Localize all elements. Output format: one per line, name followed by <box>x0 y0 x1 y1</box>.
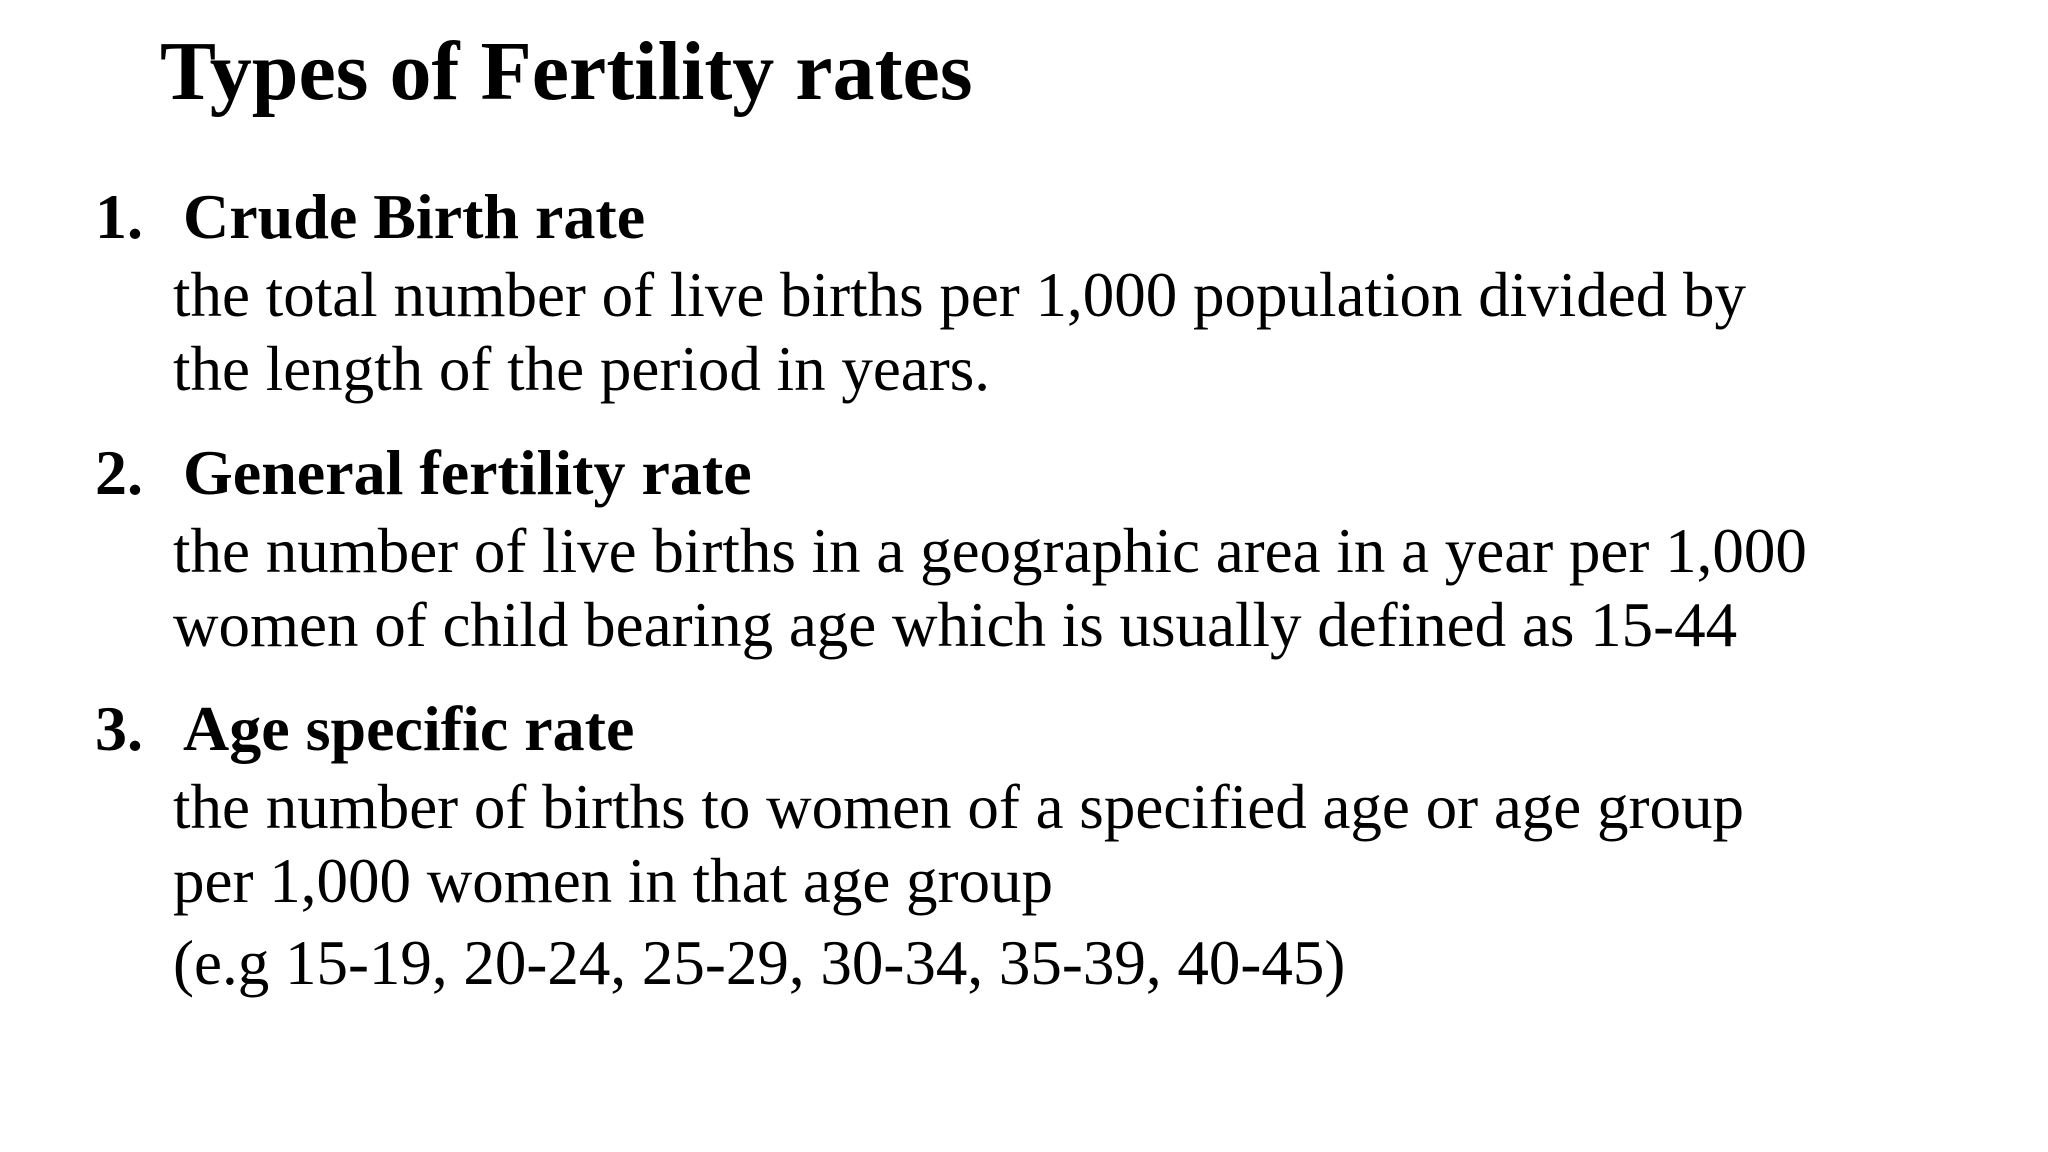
item-description: the number of live births in a geographi… <box>173 514 1995 662</box>
description-line: the number of live births in a geographi… <box>173 516 1807 586</box>
age-groups-example: (e.g 15-19, 20-24, 25-29, 30-34, 35-39, … <box>173 928 1346 998</box>
item-description: the number of births to women of a speci… <box>173 770 1995 1000</box>
item-heading-row: 3. Age specific rate <box>95 690 1995 768</box>
item-heading-row: 1. Crude Birth rate <box>95 178 1995 256</box>
item-number: 2. <box>95 437 143 508</box>
item-number: 1. <box>95 181 143 252</box>
description-line: the total number of live births per 1,00… <box>173 260 1746 330</box>
item-heading-row: 2. General fertility rate <box>95 434 1995 512</box>
item-description: the total number of live births per 1,00… <box>173 258 1995 406</box>
item-heading: General fertility rate <box>183 437 752 508</box>
item-heading: Age specific rate <box>183 693 635 764</box>
description-line: the number of births to women of a speci… <box>173 772 1745 842</box>
list-item-crude-birth-rate: 1. Crude Birth rate the total number of … <box>95 178 1995 406</box>
item-number: 3. <box>95 693 143 764</box>
slide-title: Types of Fertility rates <box>160 25 973 118</box>
list-item-general-fertility-rate: 2. General fertility rate the number of … <box>95 434 1995 662</box>
item-heading: Crude Birth rate <box>183 181 646 252</box>
description-line: the length of the period in years. <box>173 334 991 404</box>
description-line: women of child bearing age which is usua… <box>173 590 1738 660</box>
list-item-age-specific-rate: 3. Age specific rate the number of birth… <box>95 690 1995 1000</box>
description-line: per 1,000 women in that age group <box>173 846 1054 916</box>
